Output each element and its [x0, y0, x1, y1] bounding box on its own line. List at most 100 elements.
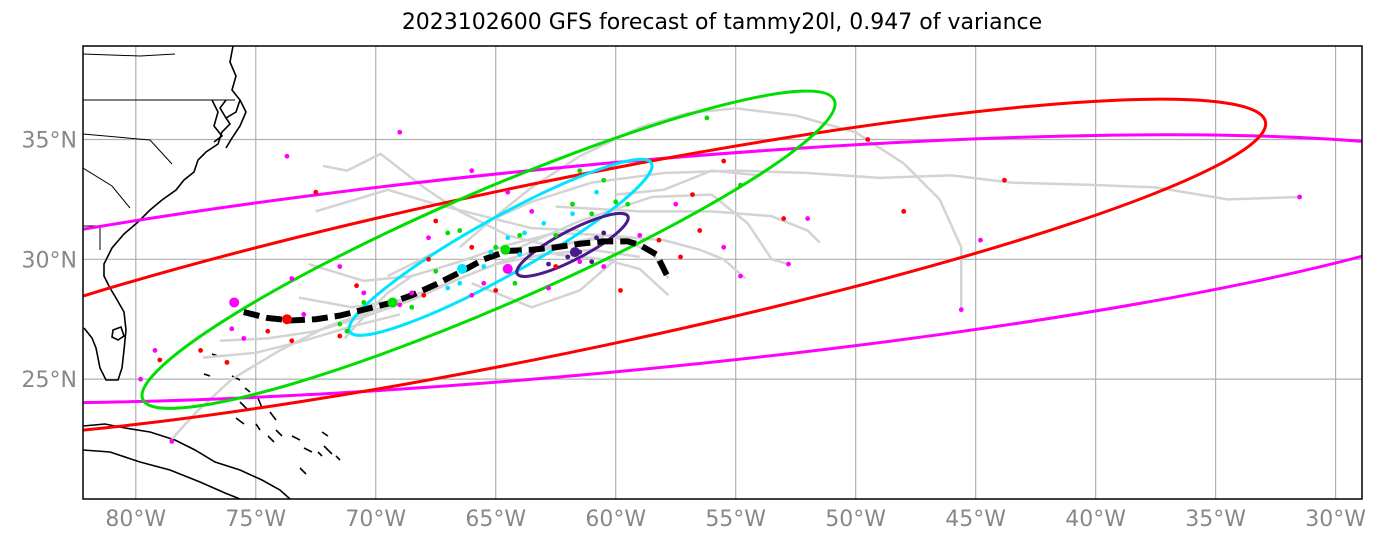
- cyan-end-point: [481, 264, 487, 269]
- magenta-end-point: [529, 208, 535, 214]
- magenta-end-point: [978, 237, 983, 243]
- ensemble-track: [519, 193, 789, 266]
- magenta-end-point: [505, 189, 511, 195]
- lon-tick-label: 35°W: [1185, 507, 1246, 532]
- green-end-point: [433, 268, 439, 274]
- magenta-end-point: [152, 347, 158, 353]
- ensemble-track: [458, 107, 963, 313]
- green-mean-point: [387, 297, 398, 308]
- green-mean-point: [500, 244, 511, 255]
- red-end-point: [901, 208, 907, 214]
- lat-tick-label: 30°N: [22, 248, 77, 273]
- ensemble-track: [170, 294, 425, 440]
- cyan-end-point: [505, 235, 511, 241]
- green-end-point: [493, 244, 499, 250]
- red-end-point: [354, 283, 359, 289]
- red-end-point: [198, 347, 203, 353]
- cyan-end-point: [522, 230, 527, 236]
- red-end-point: [421, 292, 427, 298]
- red-end-point: [265, 328, 271, 334]
- lon-tick-label: 50°W: [825, 507, 886, 532]
- ensemble-track: [308, 231, 670, 283]
- magenta-end-point: [1297, 194, 1303, 200]
- green-end-point: [625, 201, 631, 207]
- magenta-end-point: [546, 285, 551, 291]
- mean-forecast-track: [243, 238, 672, 324]
- red-end-point: [697, 228, 703, 233]
- green-end-point: [589, 211, 595, 217]
- magenta-end-point: [289, 276, 295, 281]
- purple-end-point: [546, 261, 551, 267]
- lon-tick-label: 60°W: [585, 507, 646, 532]
- ensemble-track: [343, 275, 413, 340]
- ensemble-track: [555, 205, 821, 244]
- magenta-end-point: [958, 307, 964, 313]
- magenta-end-point: [397, 302, 403, 308]
- magenta-end-point: [637, 232, 643, 238]
- magenta-end-point: [229, 326, 235, 332]
- red-end-point: [157, 357, 163, 363]
- red-end-point: [781, 216, 787, 221]
- magenta-end-point: [426, 235, 431, 241]
- ensemble-track: [615, 169, 760, 196]
- magenta-end-point: [786, 261, 791, 267]
- lat-tick-label: 25°N: [22, 368, 77, 393]
- green-end-point: [704, 115, 710, 121]
- cyan-end-point: [445, 285, 451, 291]
- magenta-end-point: [601, 264, 607, 269]
- magenta-end-point: [738, 273, 743, 279]
- cyan-end-point: [541, 220, 547, 226]
- red-end-point: [433, 218, 439, 224]
- purple-end-point: [589, 259, 595, 265]
- lon-tick-label: 30°W: [1305, 507, 1366, 532]
- ensemble-track: [471, 258, 617, 309]
- magenta-end-point: [284, 153, 290, 159]
- purple-uncertainty-ellipse: [515, 211, 630, 278]
- red-end-point: [426, 256, 431, 262]
- red-end-point: [224, 359, 230, 365]
- ensemble-track: [543, 234, 747, 280]
- lon-tick-label: 80°W: [105, 507, 166, 532]
- green-end-point: [553, 232, 559, 238]
- magenta-end-point: [337, 264, 343, 269]
- magenta-end-point: [673, 201, 679, 207]
- magenta-mean-point: [229, 297, 240, 308]
- magenta-end-point: [805, 216, 811, 221]
- red-end-point: [721, 158, 727, 164]
- magenta-end-point: [397, 129, 403, 135]
- coastline: [83, 46, 341, 499]
- red-end-point: [313, 189, 319, 195]
- magenta-end-point: [138, 376, 143, 382]
- lon-tick-label: 70°W: [345, 507, 406, 532]
- green-end-point: [577, 168, 583, 174]
- magenta-end-point: [577, 259, 583, 265]
- cyan-end-point: [594, 189, 599, 195]
- lon-tick-label: 65°W: [465, 507, 526, 532]
- red-end-point: [656, 237, 662, 243]
- lon-tick-label: 75°W: [225, 507, 286, 532]
- red-end-point: [553, 264, 559, 269]
- red-end-point: [678, 254, 683, 260]
- magenta-end-point: [481, 280, 487, 286]
- magenta-end-point: [409, 290, 415, 296]
- red-uncertainty-ellipse: [83, 97, 1268, 441]
- green-end-point: [512, 280, 518, 286]
- cyan-end-point: [488, 249, 494, 255]
- lon-tick-label: 40°W: [1065, 507, 1126, 532]
- cyan-mean-point: [457, 263, 468, 274]
- magenta-end-point: [469, 292, 475, 298]
- green-end-point: [601, 177, 607, 183]
- lat-tick-label: 35°N: [22, 128, 77, 153]
- red-end-point: [618, 288, 623, 293]
- red-end-point: [469, 244, 475, 250]
- cyan-end-point: [570, 211, 575, 217]
- lon-tick-label: 45°W: [945, 507, 1006, 532]
- purple-end-point: [601, 230, 607, 236]
- magenta-end-point: [169, 439, 175, 444]
- magenta-end-point: [721, 244, 727, 250]
- red-end-point: [865, 137, 871, 142]
- green-end-point: [738, 182, 743, 188]
- magenta-uncertainty-ellipse: [83, 133, 1362, 405]
- green-end-point: [613, 199, 619, 205]
- ensemble-track: [202, 313, 401, 359]
